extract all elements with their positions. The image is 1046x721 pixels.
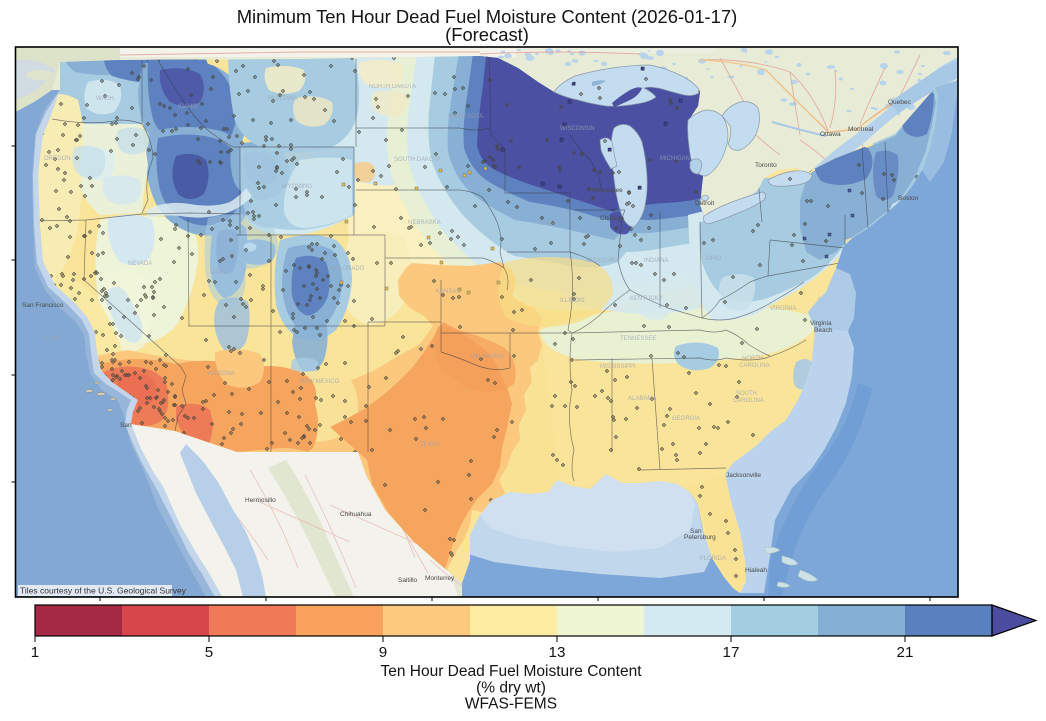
svg-text:KANSAS: KANSAS <box>436 289 460 295</box>
svg-text:Hialeah: Hialeah <box>745 567 767 574</box>
svg-text:San Francisco: San Francisco <box>22 302 64 309</box>
svg-text:Chicago: Chicago <box>600 215 624 222</box>
svg-text:Chihuahua: Chihuahua <box>340 511 372 518</box>
svg-text:GEORGIA: GEORGIA <box>672 416 700 422</box>
svg-text:CAROLINA: CAROLINA <box>739 363 770 369</box>
svg-text:VIRGINIA: VIRGINIA <box>770 306 796 312</box>
svg-text:Hermosillo: Hermosillo <box>245 497 276 504</box>
svg-text:21: 21 <box>897 644 914 661</box>
svg-text:Ottawa: Ottawa <box>820 131 841 138</box>
svg-text:Tiles courtesy of the U.S. Geo: Tiles courtesy of the U.S. Geological Su… <box>20 586 187 596</box>
svg-text:OREGON: OREGON <box>44 156 71 162</box>
svg-text:NEVADA: NEVADA <box>128 261 152 267</box>
svg-text:(Forecast): (Forecast) <box>445 24 529 45</box>
svg-text:FLORIDA: FLORIDA <box>700 556 726 562</box>
svg-text:Beach: Beach <box>814 327 833 334</box>
svg-text:Virginia: Virginia <box>810 320 832 327</box>
svg-text:NORTH: NORTH <box>742 356 763 362</box>
svg-text:Minimum Ten Hour Dead Fuel Moi: Minimum Ten Hour Dead Fuel Moisture Cont… <box>237 6 738 27</box>
svg-text:Petersburg: Petersburg <box>684 534 716 541</box>
svg-text:Ten Hour Dead Fuel Moisture Co: Ten Hour Dead Fuel Moisture Content <box>380 663 642 680</box>
svg-text:OKLAHOMA: OKLAHOMA <box>470 354 504 360</box>
svg-text:9: 9 <box>379 644 387 661</box>
svg-text:KENTUCKY: KENTUCKY <box>630 296 663 302</box>
svg-text:1: 1 <box>31 644 39 661</box>
svg-text:COLORADO: COLORADO <box>330 266 365 272</box>
svg-text:NORTH DAKOTA: NORTH DAKOTA <box>369 84 416 90</box>
svg-text:Montreal: Montreal <box>848 126 874 133</box>
svg-text:San: San <box>120 422 132 429</box>
svg-text:ARIZONA: ARIZONA <box>208 371 235 377</box>
svg-text:IOWA: IOWA <box>540 221 556 227</box>
svg-text:WISCONSIN: WISCONSIN <box>560 126 595 132</box>
svg-text:Boston: Boston <box>898 195 919 202</box>
svg-text:SOUTH: SOUTH <box>736 391 757 397</box>
svg-text:MONTANA: MONTANA <box>268 96 298 102</box>
svg-text:SOUTH DAKOTA: SOUTH DAKOTA <box>394 157 441 163</box>
svg-text:CALIF.: CALIF. <box>44 336 62 342</box>
svg-text:MISSOURI: MISSOURI <box>586 258 616 264</box>
svg-text:TENNESSEE: TENNESSEE <box>620 336 656 342</box>
svg-text:MISSISSIPPI: MISSISSIPPI <box>600 364 636 370</box>
svg-text:Jacksonville: Jacksonville <box>726 472 761 479</box>
svg-text:ALABAMA: ALABAMA <box>628 396 656 402</box>
svg-text:Quebec: Quebec <box>888 99 912 106</box>
svg-text:Toronto: Toronto <box>755 162 777 169</box>
svg-text:MINNESOTA: MINNESOTA <box>448 114 483 120</box>
svg-text:IDAHO: IDAHO <box>178 104 197 110</box>
svg-text:NEW MEXICO: NEW MEXICO <box>300 379 340 385</box>
svg-text:ILLINOIS: ILLINOIS <box>560 298 585 304</box>
svg-text:INDIANA: INDIANA <box>644 258 668 264</box>
svg-text:WYOMING: WYOMING <box>282 184 312 190</box>
svg-text:Milwaukee: Milwaukee <box>592 187 623 194</box>
svg-text:5: 5 <box>205 644 213 661</box>
svg-text:(% dry wt): (% dry wt) <box>476 680 546 697</box>
svg-text:Monterrey: Monterrey <box>425 575 455 582</box>
svg-text:WASH.: WASH. <box>96 96 116 102</box>
svg-text:San: San <box>690 528 702 535</box>
svg-text:WFAS-FEMS: WFAS-FEMS <box>465 696 557 713</box>
svg-text:OHIO: OHIO <box>706 256 722 262</box>
svg-text:Saltillo: Saltillo <box>398 577 418 584</box>
svg-text:MICHIGAN: MICHIGAN <box>660 156 690 162</box>
svg-text:UTAH: UTAH <box>210 270 226 276</box>
svg-text:NEBRASKA: NEBRASKA <box>408 220 441 226</box>
svg-text:Detroit: Detroit <box>695 200 714 207</box>
svg-text:CAROLINA: CAROLINA <box>733 398 764 404</box>
svg-text:TEXAS: TEXAS <box>420 442 440 448</box>
svg-text:13: 13 <box>549 644 566 661</box>
svg-text:17: 17 <box>723 644 740 661</box>
